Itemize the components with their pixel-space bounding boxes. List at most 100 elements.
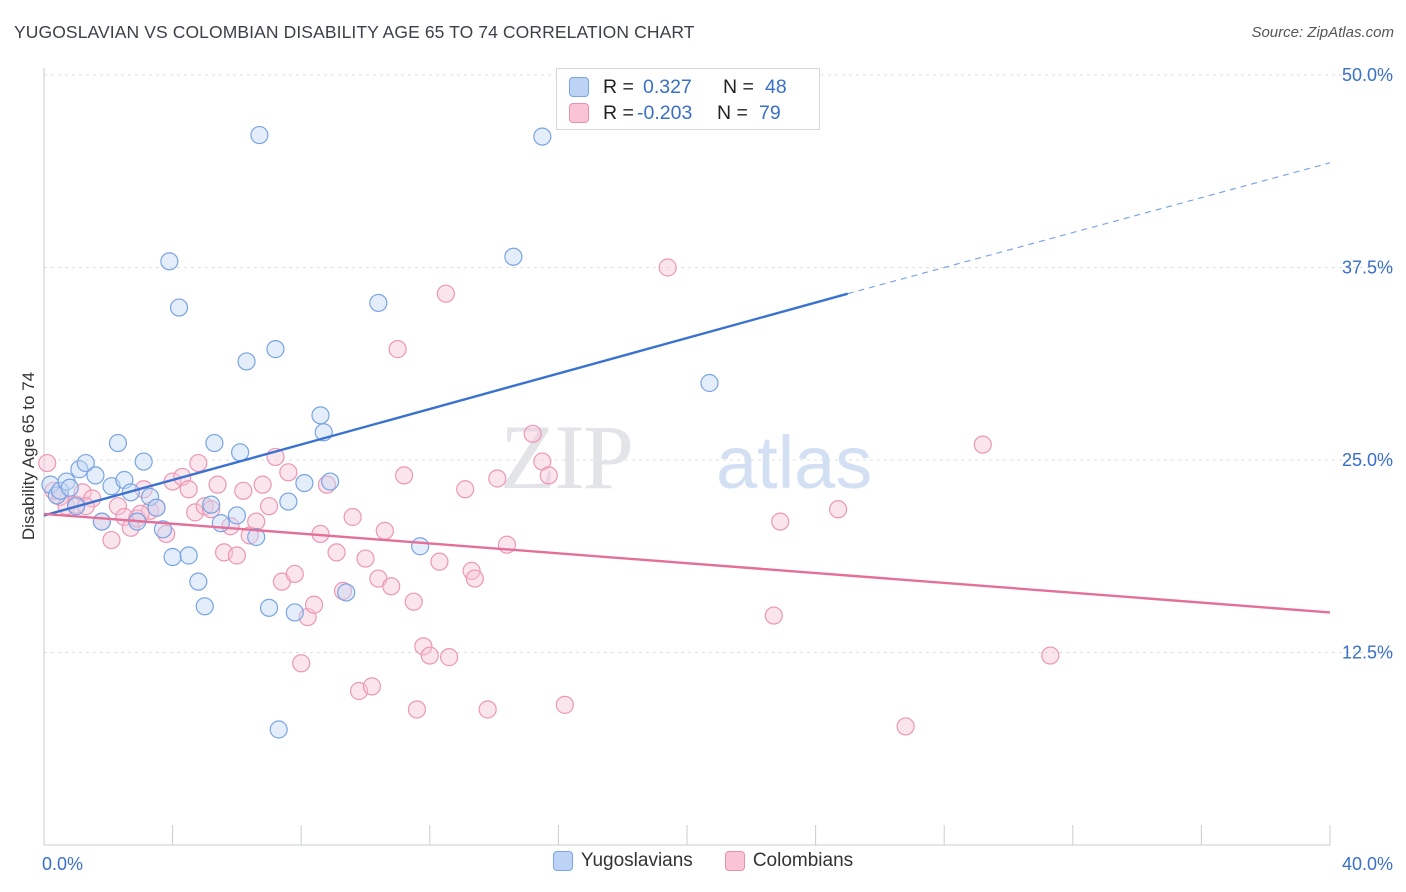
yugoslavians-point: [369, 293, 388, 313]
chart-title: YUGOSLAVIAN VS COLOMBIAN DISABILITY AGE …: [14, 22, 695, 42]
yugoslavians-point: [285, 603, 304, 622]
watermark-zip: ZIP: [500, 406, 632, 508]
colombians-point: [430, 552, 449, 571]
colombians-trend-line: [43, 512, 1331, 614]
colombians-point: [1041, 646, 1060, 665]
yugoslavians-point: [700, 373, 719, 393]
x-tick-label: 40.0%: [1342, 854, 1393, 874]
colombians-point: [658, 258, 677, 277]
colombians-point: [456, 480, 475, 499]
y-tick-label: 50.0%: [1342, 65, 1393, 85]
colombians-swatch: [569, 103, 589, 123]
yugoslavians-point: [250, 125, 269, 145]
legend-item-colombians[interactable]: Colombians: [724, 850, 853, 872]
colombians-point: [356, 549, 375, 568]
yugoslavians-point: [231, 443, 250, 462]
colombians-point: [279, 463, 298, 482]
y-tick-label: 25.0%: [1342, 450, 1393, 470]
legend-swatch-blue: [552, 851, 573, 871]
colombians-point: [179, 480, 198, 499]
colombians-point: [382, 577, 401, 596]
colombians-point: [439, 648, 459, 667]
y-axis-label: Disability Age 65 to 74: [19, 372, 38, 540]
colombians-point: [523, 424, 542, 443]
yugoslavians-point: [153, 520, 173, 539]
correlation-row-colombians: R = -0.203 N = 79: [569, 100, 781, 126]
colombians-point: [38, 453, 57, 473]
colombians-point: [292, 654, 311, 673]
yugoslavians-point: [50, 481, 70, 500]
yugoslavians-point: [411, 537, 430, 556]
colombians-point: [555, 695, 574, 714]
yugoslavians-trend-line: [43, 292, 849, 517]
yugoslavians-point: [163, 547, 182, 567]
colombians-point: [108, 497, 128, 516]
colombians-point: [234, 481, 253, 500]
yugoslavians-point: [227, 506, 246, 525]
colombians-point: [436, 284, 455, 303]
colombians-point: [414, 637, 433, 656]
y-tick-labels: 50.0% 37.5% 25.0% 12.5%: [1342, 65, 1393, 663]
yugoslavians-point: [160, 252, 179, 271]
n-label: N =: [723, 75, 754, 98]
y-tick-label: 37.5%: [1342, 258, 1393, 278]
yugoslavians-point: [195, 597, 214, 616]
r-label: R =: [603, 75, 634, 98]
y-tick-label: 12.5%: [1342, 643, 1393, 663]
colombians-point: [394, 466, 414, 485]
x-tick-label: 0.0%: [42, 854, 83, 874]
n-label: N =: [717, 101, 748, 124]
yugoslavians-point: [504, 247, 523, 266]
colombians-point: [488, 469, 507, 488]
yugoslavians-point: [337, 583, 356, 602]
r-label: R =: [603, 101, 634, 124]
axes: [43, 68, 1331, 846]
colombians-point: [247, 512, 266, 531]
colombians-point: [420, 646, 439, 665]
legend-label: Yugoslavians: [580, 850, 693, 871]
colombians-point: [253, 475, 272, 494]
yugoslavians-point: [259, 598, 279, 617]
yugoslavians-point: [266, 340, 285, 359]
yugoslavians-point: [76, 453, 95, 473]
colombians-point: [343, 507, 362, 527]
colombians-point: [317, 475, 337, 494]
colombians-point: [327, 543, 346, 562]
yugoslavians-point: [279, 492, 298, 511]
n-value: 79: [759, 101, 781, 124]
colombians-point: [764, 606, 783, 625]
yugoslavians-point: [86, 466, 105, 485]
colombians-point: [407, 700, 427, 719]
yugoslavians-swatch: [569, 77, 589, 97]
yugoslavians-point: [321, 472, 340, 491]
yugoslavians-point: [169, 298, 189, 317]
colombians-point: [285, 564, 304, 584]
colombians-point: [362, 677, 382, 696]
yugoslavians-point: [295, 474, 314, 493]
correlation-row-yugoslavians: R = 0.327 N = 48: [569, 74, 787, 100]
colombians-point: [375, 521, 394, 540]
correlation-legend: R = 0.327 N = 48 R = -0.203 N = 79: [556, 68, 820, 130]
yugoslavians-point: [247, 527, 266, 547]
yugoslavians-point: [140, 487, 160, 507]
series-legend: Yugoslavians Colombians: [0, 850, 1406, 872]
yugoslavians-point: [92, 512, 111, 531]
yugoslavians-point: [533, 127, 552, 146]
colombians-point: [388, 340, 407, 359]
legend-item-yugoslavians[interactable]: Yugoslavians: [552, 850, 693, 872]
watermark-atlas: atlas: [716, 421, 872, 504]
source-label: Source: ZipAtlas.com: [1251, 24, 1394, 41]
colombians-point: [896, 717, 915, 736]
r-value: -0.203: [637, 101, 693, 124]
yugoslavians-point: [237, 352, 256, 371]
colombians-point: [539, 466, 558, 485]
yugoslavians-point: [134, 452, 153, 471]
colombians-point: [102, 530, 121, 550]
yugoslavians-point: [205, 433, 224, 453]
colombians-point: [829, 500, 848, 519]
legend-swatch-pink: [724, 851, 745, 871]
n-value: 48: [765, 75, 787, 98]
colombians-point: [478, 700, 497, 719]
colombians-point: [771, 512, 790, 531]
